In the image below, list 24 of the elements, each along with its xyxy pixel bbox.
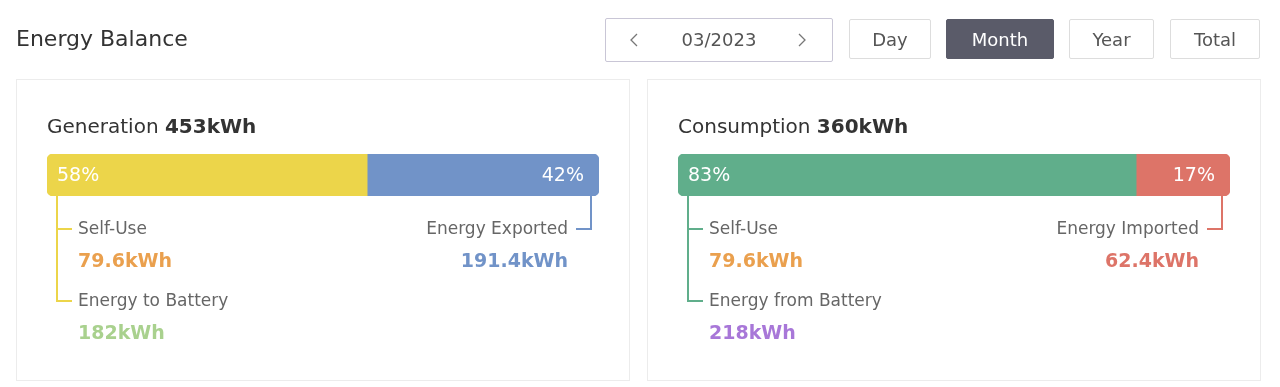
text: Day bbox=[849, 19, 931, 59]
text: Energy from Battery bbox=[709, 289, 882, 311]
chart-title: Consumption 360kWh bbox=[678, 114, 909, 138]
text: Energy to Battery bbox=[78, 289, 229, 311]
text: 79.6kWh bbox=[709, 248, 803, 272]
text: Month bbox=[946, 19, 1054, 59]
text: Energy Exported bbox=[426, 217, 568, 239]
text: 182kWh bbox=[78, 320, 165, 344]
data-label: 17% bbox=[1172, 162, 1215, 185]
text: 79.6kWh bbox=[78, 248, 172, 272]
text: 218kWh bbox=[709, 320, 796, 344]
text: Energy Imported bbox=[1056, 217, 1199, 239]
data-label: 83% bbox=[688, 162, 731, 185]
text: Self-Use bbox=[78, 217, 147, 239]
text: Year bbox=[1069, 19, 1154, 59]
text: Self-Use bbox=[709, 217, 778, 239]
text: Total bbox=[1170, 19, 1260, 59]
chart-title: Generation 453kWh bbox=[47, 114, 257, 138]
data-label: 58% bbox=[57, 162, 100, 185]
text: 191.4kWh bbox=[460, 248, 568, 272]
text: Energy Balance bbox=[16, 26, 188, 51]
text: 62.4kWh bbox=[1105, 248, 1199, 272]
data-label: 42% bbox=[541, 162, 584, 185]
text: 03/2023 bbox=[680, 29, 758, 50]
